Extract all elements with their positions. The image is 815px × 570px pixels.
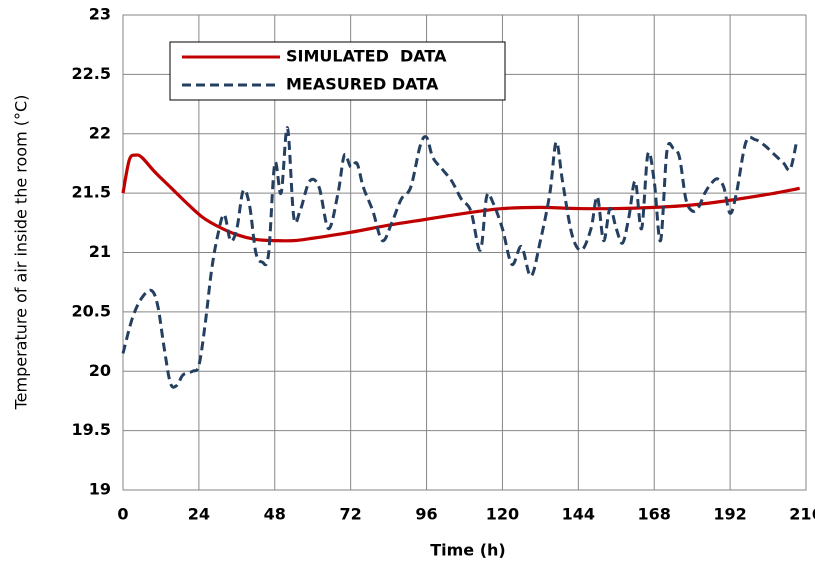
y-tick-label: 20.5 [72, 301, 111, 320]
legend-box [169, 41, 506, 101]
x-tick-label: 216 [789, 505, 815, 524]
y-tick-label: 21.5 [72, 183, 111, 202]
legend-label: MEASURED DATA [286, 75, 439, 94]
x-tick-label: 0 [117, 505, 128, 524]
x-tick-label: 72 [340, 505, 362, 524]
y-tick-label: 22.5 [72, 64, 111, 83]
plot-border [122, 14, 807, 491]
y-tick-label: 23 [89, 5, 111, 24]
x-tick-label: 144 [562, 505, 595, 524]
x-tick-label: 120 [486, 505, 519, 524]
y-axis-title: Temperature of air inside the room (°C) [12, 95, 31, 411]
x-tick-label: 168 [638, 505, 671, 524]
y-tick-label: 19.5 [72, 420, 111, 439]
x-tick-label: 48 [264, 505, 286, 524]
x-tick-label: 96 [415, 505, 437, 524]
y-tick-label: 19 [89, 480, 111, 499]
x-tick-label: 24 [188, 505, 210, 524]
legend-label: SIMULATED DATA [286, 47, 447, 66]
data-line [121, 126, 798, 389]
x-axis-title: Time (h) [430, 541, 506, 560]
y-tick-label: 20 [89, 361, 111, 380]
x-tick-label: 192 [713, 505, 746, 524]
y-tick-label: 22 [89, 123, 111, 142]
y-tick-label: 21 [89, 242, 111, 261]
